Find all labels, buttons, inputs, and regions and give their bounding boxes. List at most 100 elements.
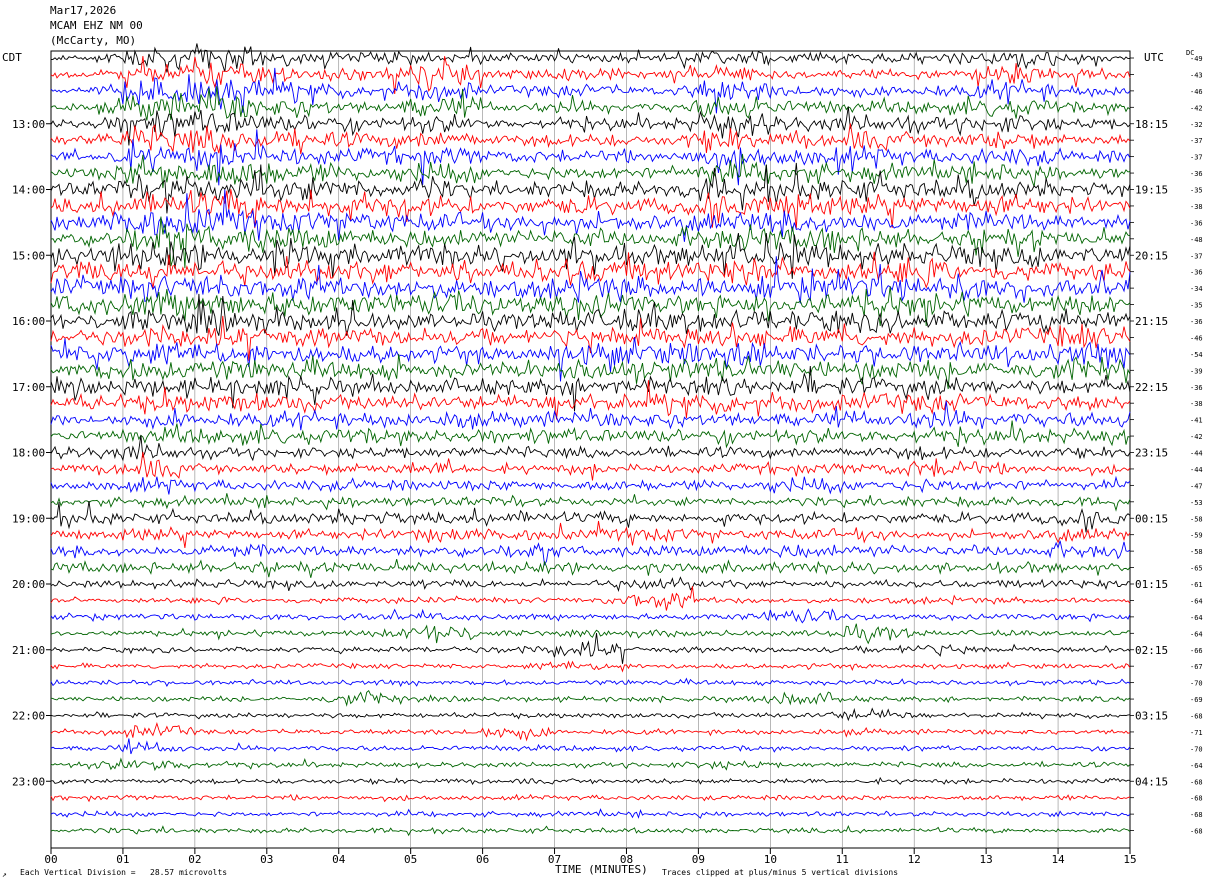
dc-offset-label: -68 bbox=[1190, 795, 1203, 803]
trace-row-2 bbox=[50, 56, 1131, 94]
trace-row-32 bbox=[50, 558, 1131, 578]
utc-hour-label: 00:15 bbox=[1135, 512, 1168, 525]
trace-row-34 bbox=[50, 586, 1131, 611]
trace-row-47 bbox=[50, 808, 1131, 819]
dc-offset-label: -43 bbox=[1190, 71, 1203, 79]
dc-offset-label: -70 bbox=[1190, 680, 1203, 688]
trace-row-27 bbox=[50, 475, 1131, 495]
dc-offset-label: -44 bbox=[1190, 466, 1203, 474]
dc-offset-label: -59 bbox=[1190, 532, 1203, 540]
dc-offset-label: -53 bbox=[1190, 499, 1203, 507]
x-axis-title: TIME (MINUTES) bbox=[555, 863, 648, 876]
dc-offset-label: -37 bbox=[1190, 137, 1203, 145]
dc-offset-label: -69 bbox=[1190, 696, 1203, 704]
dc-offset-label: -64 bbox=[1190, 597, 1203, 605]
dc-offset-label: -36 bbox=[1190, 269, 1203, 277]
trace-row-43 bbox=[50, 738, 1131, 755]
dc-offset-label: -68 bbox=[1190, 828, 1203, 836]
trace-row-8 bbox=[50, 153, 1131, 189]
trace-row-37 bbox=[50, 632, 1131, 664]
dc-offset-label: -38 bbox=[1190, 203, 1203, 211]
cdt-hour-label: 14:00 bbox=[12, 184, 45, 197]
cdt-hour-label: 22:00 bbox=[12, 710, 45, 723]
trace-row-6 bbox=[50, 123, 1131, 155]
cdt-hour-label: 20:00 bbox=[12, 578, 45, 591]
trace-row-14 bbox=[50, 251, 1131, 289]
dc-offset-label: -35 bbox=[1190, 187, 1203, 195]
dc-offset-label: -36 bbox=[1190, 219, 1203, 227]
cdt-hour-label: 15:00 bbox=[12, 249, 45, 262]
x-tick-label: 15 bbox=[1123, 853, 1136, 866]
dc-offset-label: -38 bbox=[1190, 400, 1203, 408]
cdt-hour-label: 23:00 bbox=[12, 775, 45, 788]
dc-offset-label: -32 bbox=[1190, 121, 1203, 129]
trace-row-15 bbox=[50, 256, 1131, 304]
trace-row-5 bbox=[50, 106, 1131, 146]
trace-row-36 bbox=[50, 623, 1131, 645]
dc-offset-label: -67 bbox=[1190, 663, 1203, 671]
chart-station: MCAM EHZ NM 00 bbox=[50, 19, 143, 32]
trace-row-38 bbox=[50, 660, 1131, 673]
dc-offset-label: -68 bbox=[1190, 713, 1203, 721]
cdt-hour-label: 19:00 bbox=[12, 512, 45, 525]
utc-hour-label: 20:15 bbox=[1135, 249, 1168, 262]
dc-offset-label: -64 bbox=[1190, 762, 1203, 770]
trace-row-17 bbox=[50, 293, 1131, 336]
trace-row-20 bbox=[50, 353, 1131, 390]
trace-row-42 bbox=[50, 722, 1131, 742]
trace-row-21 bbox=[50, 365, 1131, 412]
trace-row-4 bbox=[50, 86, 1131, 121]
dc-offset-label: -36 bbox=[1190, 384, 1203, 392]
dc-offset-label: -71 bbox=[1190, 729, 1203, 737]
trace-row-9 bbox=[50, 162, 1131, 214]
trace-row-7 bbox=[50, 129, 1131, 186]
dc-offset-label: -58 bbox=[1190, 548, 1203, 556]
dc-offset-label: -42 bbox=[1190, 433, 1203, 441]
utc-hour-label: 23:15 bbox=[1135, 447, 1168, 460]
dc-offset-label: -70 bbox=[1190, 745, 1203, 753]
chart-date: Mar17,2026 bbox=[50, 4, 117, 17]
trace-row-25 bbox=[50, 435, 1131, 462]
dc-offset-label: -36 bbox=[1190, 318, 1203, 326]
utc-hour-label: 03:15 bbox=[1135, 710, 1168, 723]
dc-offset-label: -64 bbox=[1190, 630, 1203, 638]
dc-offset-label: -65 bbox=[1190, 565, 1203, 573]
x-tick-label: 04 bbox=[332, 853, 346, 866]
trace-row-30 bbox=[50, 520, 1131, 548]
dc-offset-label: -46 bbox=[1190, 88, 1203, 96]
dc-offset-label: -39 bbox=[1190, 367, 1203, 375]
dc-title: DC bbox=[1186, 49, 1195, 57]
x-tick-label: 01 bbox=[116, 853, 129, 866]
right-axis-title: UTC bbox=[1144, 51, 1164, 64]
trace-row-40 bbox=[50, 689, 1131, 707]
trace-row-24 bbox=[50, 420, 1131, 449]
chart-location: (McCarty, MO) bbox=[50, 34, 137, 47]
dc-offset-label: -61 bbox=[1190, 581, 1203, 589]
utc-hour-label: 18:15 bbox=[1135, 118, 1168, 131]
dc-offset-label: -42 bbox=[1190, 104, 1203, 112]
utc-hour-label: 02:15 bbox=[1135, 644, 1168, 657]
x-tick-label: 14 bbox=[1051, 853, 1065, 866]
corner-mark: ↗ bbox=[2, 870, 7, 879]
trace-row-29 bbox=[50, 501, 1131, 533]
cdt-hour-label: 16:00 bbox=[12, 315, 45, 328]
trace-row-41 bbox=[50, 707, 1131, 722]
trace-row-31 bbox=[50, 540, 1131, 567]
plot-frame bbox=[50, 50, 1131, 849]
cdt-hour-label: 21:00 bbox=[12, 644, 45, 657]
trace-row-16 bbox=[50, 286, 1131, 327]
trace-row-3 bbox=[50, 67, 1131, 114]
trace-row-35 bbox=[50, 608, 1131, 624]
trace-row-22 bbox=[50, 380, 1131, 420]
x-tick-label: 11 bbox=[836, 853, 849, 866]
trace-row-1 bbox=[50, 43, 1131, 73]
dc-offset-label: -66 bbox=[1190, 647, 1203, 655]
trace-row-46 bbox=[50, 793, 1131, 803]
trace-row-10 bbox=[50, 189, 1131, 229]
dc-offset-label: -44 bbox=[1190, 450, 1203, 458]
x-tick-label: 03 bbox=[260, 853, 273, 866]
x-tick-label: 10 bbox=[764, 853, 777, 866]
dc-offset-label: -68 bbox=[1190, 811, 1203, 819]
utc-hour-label: 21:15 bbox=[1135, 315, 1168, 328]
